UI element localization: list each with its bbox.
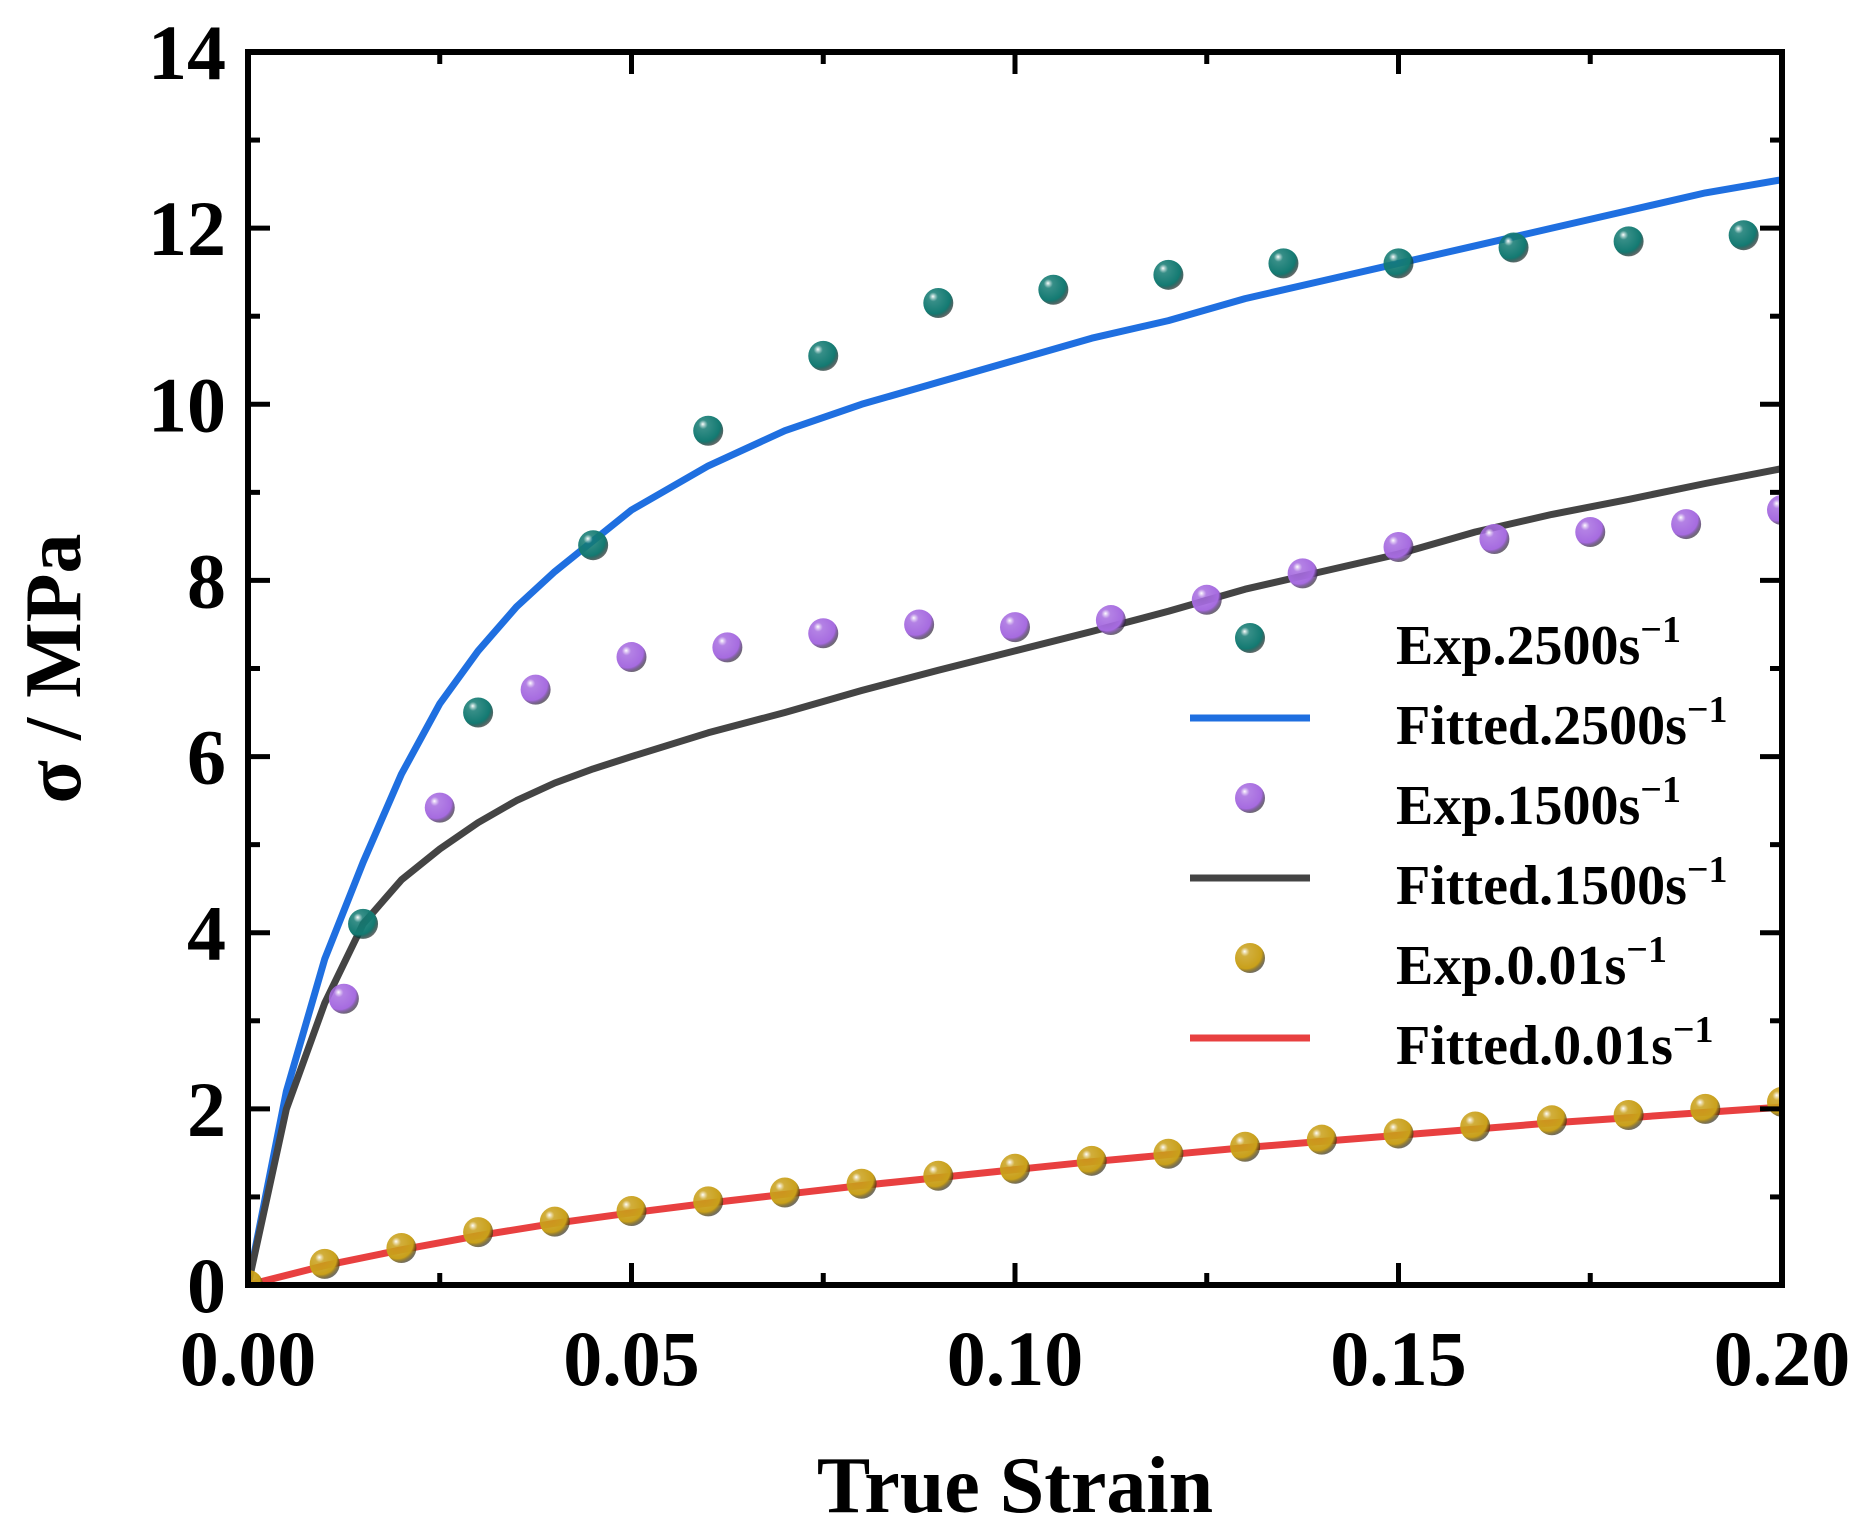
legend-label: Exp.0.01s−1	[1396, 929, 1667, 997]
legend-marker	[1235, 943, 1265, 973]
data-point	[1153, 259, 1184, 290]
x-tick-label: 0.00	[180, 1315, 317, 1402]
data-point	[1095, 605, 1126, 636]
data-point	[520, 674, 551, 705]
legend-label: Exp.2500s−1	[1396, 609, 1681, 677]
y-tick-label: 8	[187, 537, 226, 624]
legend-marker	[1235, 623, 1265, 653]
y-tick-labels: 0 2 4 6 8 10 12 14	[148, 9, 226, 1329]
data-point	[1230, 1131, 1261, 1162]
data-point	[693, 415, 724, 446]
data-point	[1383, 531, 1414, 562]
data-point	[1460, 1111, 1491, 1142]
data-point	[1038, 274, 1069, 305]
data-point	[808, 340, 839, 371]
x-tick-label: 0.10	[947, 1315, 1084, 1402]
legend-label-text: Fitted.2500s	[1396, 695, 1687, 757]
data-point	[923, 1160, 954, 1191]
data-point	[328, 983, 359, 1014]
data-point	[1000, 1153, 1030, 1184]
data-point	[1536, 1105, 1567, 1136]
data-point	[923, 288, 954, 319]
data-point	[712, 632, 743, 663]
data-point	[1498, 232, 1529, 263]
data-point	[1613, 226, 1644, 257]
y-tick-label: 0	[187, 1242, 226, 1329]
data-point	[1479, 524, 1510, 555]
data-point	[539, 1206, 570, 1237]
legend-label-superscript: −1	[1626, 929, 1667, 971]
legend-label-text: Exp.0.01s	[1396, 935, 1626, 997]
plot-area	[248, 176, 1782, 1285]
data-point	[1613, 1100, 1644, 1131]
x-axis-title: True Strain	[817, 1442, 1213, 1530]
data-point	[616, 1196, 647, 1227]
data-point	[1153, 1138, 1184, 1169]
legend-label: Fitted.0.01s−1	[1396, 1009, 1714, 1077]
legend-label-superscript: −1	[1640, 609, 1681, 651]
data-point	[1728, 220, 1759, 251]
legend-label: Fitted.2500s−1	[1396, 689, 1728, 757]
data-point	[1383, 248, 1414, 279]
data-point	[1671, 509, 1702, 540]
data-point	[348, 908, 379, 939]
data-point	[1191, 584, 1222, 615]
data-point	[769, 1177, 800, 1208]
legend-marker	[1235, 783, 1265, 813]
data-point	[309, 1248, 340, 1279]
data-point	[1767, 494, 1782, 525]
legend-label-text: Fitted.0.01s	[1396, 1015, 1673, 1077]
data-point	[904, 609, 935, 640]
x-tick-label: 0.15	[1330, 1315, 1467, 1402]
data-point	[424, 792, 455, 823]
data-point	[808, 618, 839, 649]
data-point	[1383, 1118, 1414, 1149]
legend-label-superscript: −1	[1687, 849, 1728, 891]
data-point	[846, 1168, 877, 1199]
legend-label-superscript: −1	[1673, 1009, 1714, 1051]
x-tick-label: 0.05	[563, 1315, 700, 1402]
data-point	[1000, 612, 1030, 643]
y-tick-label: 6	[187, 714, 226, 801]
legend: Exp.2500s−1Fitted.2500s−1Exp.1500s−1Fitt…	[1190, 609, 1728, 1077]
data-point	[578, 530, 609, 561]
data-point	[1076, 1145, 1107, 1176]
y-tick-label: 10	[148, 361, 226, 448]
legend-label: Exp.1500s−1	[1396, 769, 1681, 837]
legend-label-superscript: −1	[1640, 769, 1681, 811]
legend-label-text: Exp.1500s	[1396, 775, 1640, 837]
data-point	[463, 697, 494, 728]
data-point	[616, 642, 647, 673]
y-tick-label: 2	[187, 1066, 226, 1153]
x-tick-labels: 0.00 0.05 0.10 0.15 0.20	[180, 1315, 1851, 1402]
data-point	[1690, 1093, 1721, 1124]
data-point	[1306, 1124, 1337, 1155]
series-line-3	[248, 465, 1782, 1285]
data-point	[248, 1270, 263, 1285]
data-point	[1575, 516, 1606, 547]
x-tick-label: 0.20	[1714, 1315, 1851, 1402]
legend-label-text: Exp.2500s	[1396, 615, 1640, 677]
legend-label-text: Fitted.1500s	[1396, 855, 1687, 917]
data-point	[693, 1186, 724, 1217]
y-tick-label: 12	[148, 185, 226, 272]
axis-ticks	[245, 49, 1785, 1288]
data-point	[386, 1233, 417, 1264]
data-point	[1268, 248, 1299, 279]
legend-label-superscript: −1	[1687, 689, 1728, 731]
data-point	[1287, 558, 1318, 589]
y-tick-label: 14	[148, 9, 226, 96]
legend-label: Fitted.1500s−1	[1396, 849, 1728, 917]
data-point	[463, 1217, 494, 1248]
y-tick-label: 4	[187, 890, 226, 977]
series-line-1	[248, 176, 1782, 1285]
y-axis-title: σ / MPa	[10, 533, 98, 803]
